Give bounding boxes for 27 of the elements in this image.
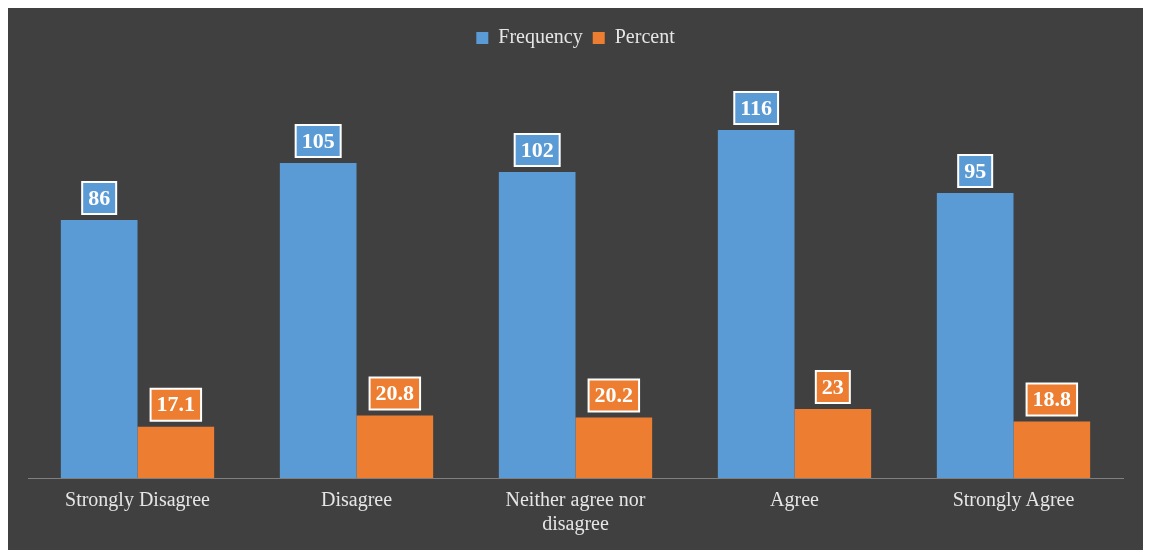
x-tick-label: Strongly Disagree [65,488,211,512]
bar [794,409,872,478]
bar [1013,421,1091,478]
data-label: 95 [964,157,987,183]
x-tick-label: Neither agree nor disagree [505,488,646,536]
x-tick-label: Disagree [320,488,393,512]
bar [498,172,576,478]
x-tick-label: Agree [770,488,820,512]
data-label: 20.8 [375,380,415,406]
bar [137,426,215,478]
data-label: 23 [821,373,844,399]
x-tick-label: Strongly Agree [952,488,1075,512]
bar [936,193,1014,478]
legend-label: Frequency [498,25,583,49]
data-label: 86 [88,184,111,210]
data-label: 17.1 [156,391,196,417]
data-label: 18.8 [1032,386,1072,412]
bar [575,417,653,478]
legend-label: Percent [614,25,676,48]
bar [60,220,138,478]
data-label: 102 [520,136,554,162]
bar [717,130,795,478]
data-label: 20.2 [594,382,634,408]
data-label: 105 [301,127,335,153]
data-label: 116 [740,94,773,120]
bar [356,415,434,478]
bar [279,163,357,478]
